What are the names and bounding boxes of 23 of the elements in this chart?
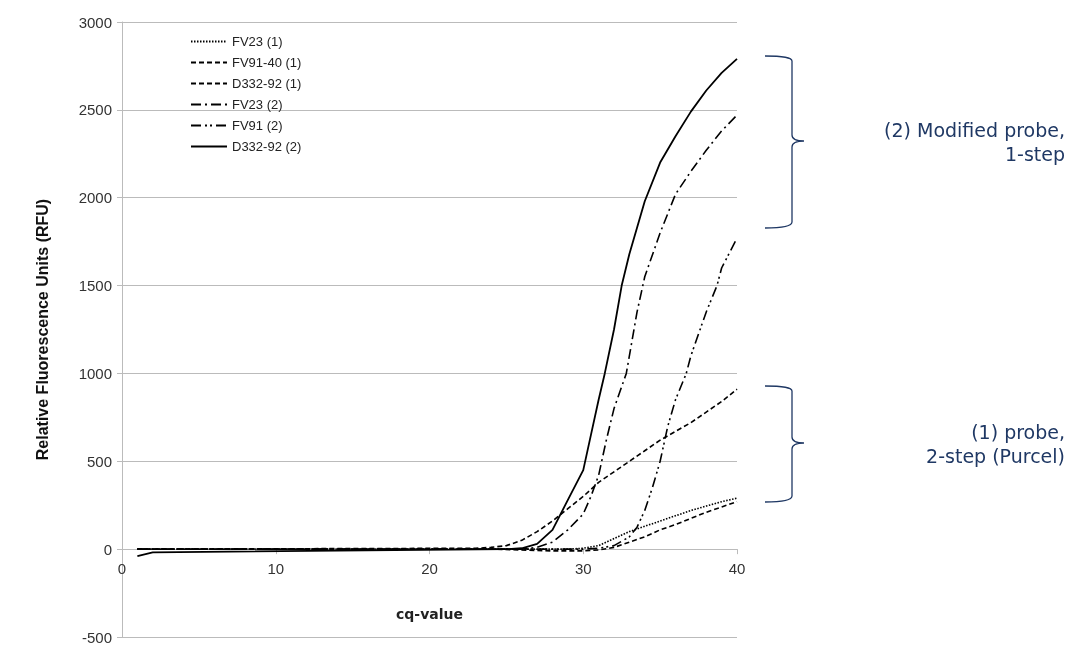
y-tick-label: 3000 <box>78 13 112 31</box>
x-tick-label: 0 <box>117 560 127 578</box>
y-tick-label: 2000 <box>78 189 112 207</box>
x-tick-label: 40 <box>728 560 746 578</box>
y-tick-label: 2500 <box>78 101 112 119</box>
x-tick-label: 10 <box>267 560 285 578</box>
legend-label: FV91-40 (1) <box>232 55 302 70</box>
y-tick-label: 1500 <box>78 277 112 295</box>
x-tick-label: 20 <box>421 560 438 578</box>
y-tick-label: -500 <box>81 628 112 646</box>
legend-label: FV23 (2) <box>232 97 283 112</box>
y-tick-label: 500 <box>86 452 112 470</box>
y-tick-label: 1000 <box>78 364 112 382</box>
legend-label: FV91 (2) <box>232 118 283 133</box>
x-tick-label: 30 <box>574 560 592 578</box>
legend-label: FV23 (1) <box>232 34 283 49</box>
x-axis-title: cq-value <box>396 606 463 623</box>
y-tick-label: 0 <box>103 540 112 558</box>
text: (1) probe, 2-step (Purcel) <box>926 420 1065 468</box>
legend-label: D332-92 (1) <box>232 76 302 91</box>
legend-label: D332-92 (2) <box>232 139 302 154</box>
y-axis-title: Relative Fluorescence Units (RFU) <box>33 198 51 461</box>
text: (2) Modified probe, 1-step <box>884 118 1065 166</box>
